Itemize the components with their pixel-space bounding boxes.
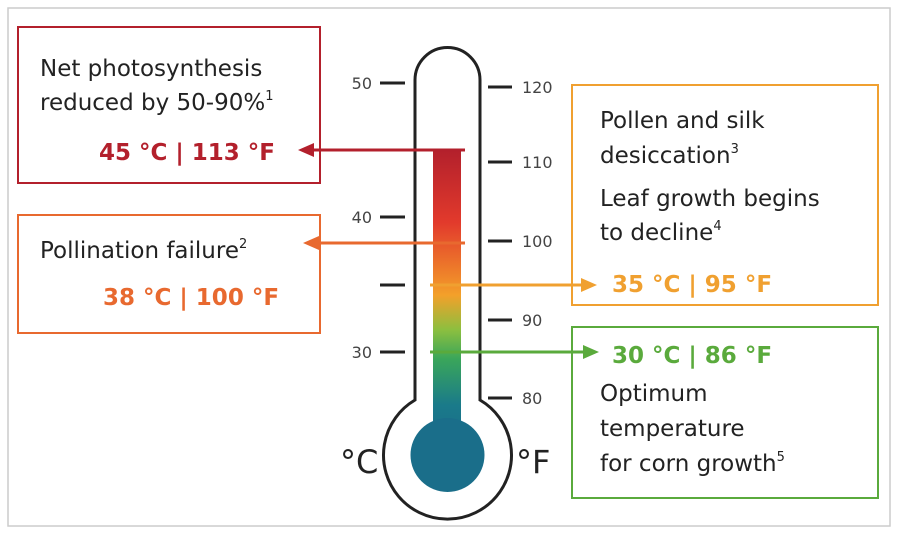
fahrenheit-label: 100 [522,232,553,251]
mercury-column [433,150,461,440]
callout-temperature: 30 °C | 86 °F [612,343,772,369]
callout-temperature: 45 °C | 113 °F [99,140,275,166]
fahrenheit-label: 120 [522,78,553,97]
arrow [430,345,599,359]
callout-temperature: 35 °C | 95 °F [612,272,772,298]
callout-text: Pollen and silk [600,108,765,134]
callout-box [571,326,879,499]
frame [7,7,891,527]
celsius-label: 50 [352,74,372,93]
arrow [430,278,597,292]
callout-box [17,26,321,184]
footnote-mark: 4 [713,219,721,234]
callout-text: to decline4 [600,219,722,246]
celsius-unit: °C [340,443,378,481]
footnote-mark: 2 [239,237,247,252]
arrow [303,236,465,250]
fahrenheit-ticks [488,85,512,400]
footnote-mark: 1 [265,89,273,104]
mercury-bulb [410,418,485,492]
celsius-label: 40 [352,208,372,227]
callout-text: Pollination failure2 [40,237,247,264]
fahrenheit-label: 90 [522,311,542,330]
callout-text: Optimum [600,381,708,407]
callout-box [571,84,879,306]
callout-text: for corn growth5 [600,450,785,477]
callout-line: Pollination failure [40,238,239,264]
callout-text: reduced by 50-90%1 [40,89,273,116]
callout-line: reduced by 50-90% [40,90,265,116]
callout-line: desiccation [600,143,731,169]
callout-text: temperature [600,416,745,442]
arrow [298,143,465,157]
footnote-mark: 3 [731,142,739,157]
callout-text: Leaf growth begins [600,186,820,212]
celsius-ticks [380,81,405,354]
fahrenheit-label: 110 [522,153,553,172]
callout-line: to decline [600,220,713,246]
celsius-label: 30 [352,343,372,362]
callout-line: for corn growth [600,451,777,477]
callout-text: desiccation3 [600,142,739,169]
callout-text: Net photosynthesis [40,56,262,82]
fahrenheit-label: 80 [522,389,542,408]
fahrenheit-unit: °F [516,443,550,481]
callout-box [17,214,321,334]
footnote-mark: 5 [777,450,785,465]
callout-temperature: 38 °C | 100 °F [103,285,279,311]
